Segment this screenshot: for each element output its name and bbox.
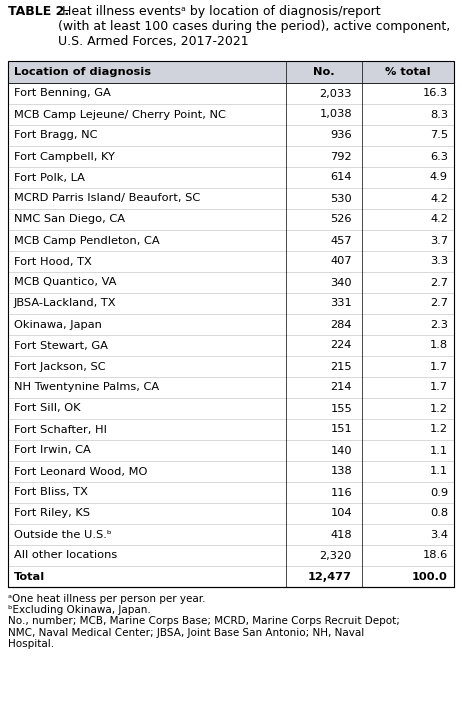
Text: No.: No. [313, 67, 335, 77]
Text: Outside the U.S.ᵇ: Outside the U.S.ᵇ [14, 529, 112, 539]
Text: 0.8: 0.8 [430, 508, 448, 518]
Text: All other locations: All other locations [14, 551, 117, 561]
Text: Fort Sill, OK: Fort Sill, OK [14, 404, 80, 414]
Text: Total: Total [14, 572, 45, 582]
Text: 151: 151 [330, 424, 352, 434]
Text: 418: 418 [330, 529, 352, 539]
Text: 1.1: 1.1 [430, 445, 448, 455]
Text: 331: 331 [330, 299, 352, 309]
Text: 140: 140 [330, 445, 352, 455]
Text: NMC San Diego, CA: NMC San Diego, CA [14, 215, 125, 225]
Text: 1.7: 1.7 [430, 361, 448, 371]
Text: Heat illness eventsᵃ by location of diagnosis/report
(with at least 100 cases du: Heat illness eventsᵃ by location of diag… [58, 5, 450, 48]
Text: TABLE 2.: TABLE 2. [8, 5, 69, 18]
Text: Location of diagnosis: Location of diagnosis [14, 67, 151, 77]
Text: 6.3: 6.3 [430, 151, 448, 162]
Text: 4.2: 4.2 [430, 193, 448, 203]
Text: 0.9: 0.9 [430, 488, 448, 498]
Text: ᵃOne heat illness per person per year.: ᵃOne heat illness per person per year. [8, 594, 206, 604]
Text: 2.7: 2.7 [430, 277, 448, 287]
Text: 116: 116 [330, 488, 352, 498]
Text: 224: 224 [331, 340, 352, 350]
Text: Fort Jackson, SC: Fort Jackson, SC [14, 361, 106, 371]
Text: 407: 407 [330, 256, 352, 266]
Text: 7.5: 7.5 [430, 131, 448, 141]
Text: 1.2: 1.2 [430, 424, 448, 434]
Text: Fort Schafter, HI: Fort Schafter, HI [14, 424, 107, 434]
Text: 340: 340 [330, 277, 352, 287]
Text: JBSA-Lackland, TX: JBSA-Lackland, TX [14, 299, 116, 309]
Text: 3.3: 3.3 [430, 256, 448, 266]
Text: 104: 104 [330, 508, 352, 518]
Text: 12,477: 12,477 [308, 572, 352, 582]
Text: 3.7: 3.7 [430, 236, 448, 246]
Text: 1.8: 1.8 [430, 340, 448, 350]
Text: 4.9: 4.9 [430, 172, 448, 182]
Text: 2.7: 2.7 [430, 299, 448, 309]
Text: 138: 138 [330, 467, 352, 477]
Text: 215: 215 [330, 361, 352, 371]
Text: Fort Riley, KS: Fort Riley, KS [14, 508, 90, 518]
Text: 2.3: 2.3 [430, 320, 448, 330]
Text: NH Twentynine Palms, CA: NH Twentynine Palms, CA [14, 383, 159, 393]
Text: Fort Bliss, TX: Fort Bliss, TX [14, 488, 88, 498]
Text: Fort Hood, TX: Fort Hood, TX [14, 256, 92, 266]
Text: 530: 530 [330, 193, 352, 203]
Text: Fort Irwin, CA: Fort Irwin, CA [14, 445, 91, 455]
Text: % total: % total [385, 67, 431, 77]
Text: MCB Camp Lejeune/ Cherry Point, NC: MCB Camp Lejeune/ Cherry Point, NC [14, 110, 226, 119]
Bar [8, 61, 454, 83]
Text: ᵇExcluding Okinawa, Japan.: ᵇExcluding Okinawa, Japan. [8, 605, 151, 615]
Text: 4.2: 4.2 [430, 215, 448, 225]
Text: 3.4: 3.4 [430, 529, 448, 539]
Bar [8, 61, 454, 587]
Text: Fort Bragg, NC: Fort Bragg, NC [14, 131, 97, 141]
Text: 526: 526 [330, 215, 352, 225]
Text: 18.6: 18.6 [423, 551, 448, 561]
Text: Fort Leonard Wood, MO: Fort Leonard Wood, MO [14, 467, 147, 477]
Text: 1.7: 1.7 [430, 383, 448, 393]
Text: MCB Camp Pendleton, CA: MCB Camp Pendleton, CA [14, 236, 160, 246]
Text: MCRD Parris Island/ Beaufort, SC: MCRD Parris Island/ Beaufort, SC [14, 193, 200, 203]
Text: 214: 214 [330, 383, 352, 393]
Text: MCB Quantico, VA: MCB Quantico, VA [14, 277, 116, 287]
Text: No., number; MCB, Marine Corps Base; MCRD, Marine Corps Recruit Depot;
NMC, Nava: No., number; MCB, Marine Corps Base; MCR… [8, 616, 400, 649]
Text: 1.2: 1.2 [430, 404, 448, 414]
Text: 614: 614 [330, 172, 352, 182]
Text: Fort Polk, LA: Fort Polk, LA [14, 172, 85, 182]
Text: 936: 936 [330, 131, 352, 141]
Text: Fort Campbell, KY: Fort Campbell, KY [14, 151, 115, 162]
Text: Fort Stewart, GA: Fort Stewart, GA [14, 340, 108, 350]
Text: 2,033: 2,033 [320, 88, 352, 98]
Text: 284: 284 [330, 320, 352, 330]
Text: Fort Benning, GA: Fort Benning, GA [14, 88, 111, 98]
Text: 2,320: 2,320 [320, 551, 352, 561]
Text: 8.3: 8.3 [430, 110, 448, 119]
Text: 457: 457 [330, 236, 352, 246]
Text: 1,038: 1,038 [319, 110, 352, 119]
Text: 1.1: 1.1 [430, 467, 448, 477]
Text: Okinawa, Japan: Okinawa, Japan [14, 320, 102, 330]
Text: 100.0: 100.0 [412, 572, 448, 582]
Text: 792: 792 [330, 151, 352, 162]
Text: 155: 155 [330, 404, 352, 414]
Text: 16.3: 16.3 [423, 88, 448, 98]
